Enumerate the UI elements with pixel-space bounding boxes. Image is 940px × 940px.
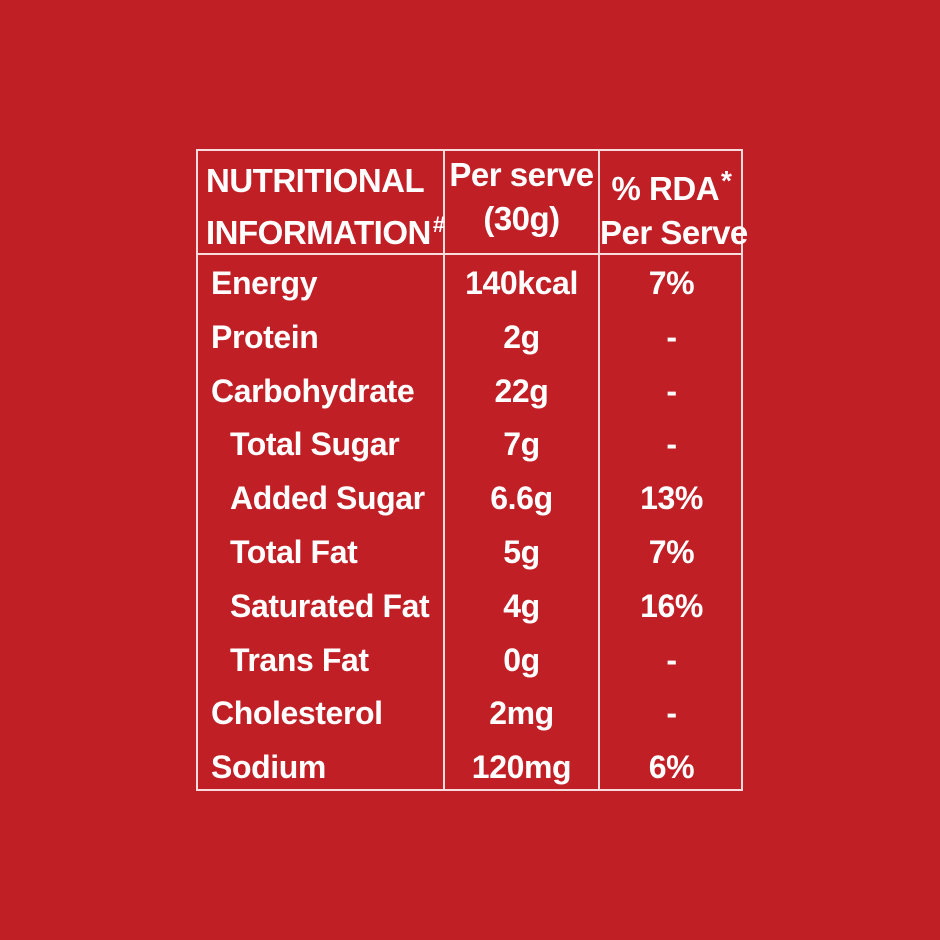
per-serve-value: 7g (503, 426, 540, 463)
per-serve-value: 2g (503, 318, 540, 355)
rda-value: 7% (648, 533, 695, 570)
nutrient-name: Sodium (211, 749, 326, 786)
nutrient-name: Total Fat (230, 533, 358, 570)
table-row: Cholesterol 2mg - (198, 687, 741, 741)
header-per-serve: Per serve (30g) (445, 151, 598, 255)
nutrient-name: Energy (211, 265, 318, 301)
per-serve-value: 22g (494, 372, 549, 409)
per-serve-value: 5g (503, 533, 540, 570)
table-row: Carbohydrate 22g - (198, 365, 741, 419)
rda-value: 13% (640, 480, 703, 517)
header-col2-line2: (30g) (483, 200, 560, 237)
nutrition-table: NUTRITIONAL INFORMATION# Per serve (30g)… (196, 149, 748, 791)
rda-value: 6% (648, 749, 695, 786)
nutrient-name: Protein (211, 318, 319, 355)
header-col1-line1: NUTRITIONAL (206, 162, 425, 199)
rda-value: - (666, 372, 677, 409)
column-divider (443, 151, 445, 789)
rda-value: - (666, 318, 677, 355)
table-row: Sodium 120mg 6% (198, 741, 741, 795)
column-divider (598, 151, 600, 789)
hash-mark: # (432, 212, 445, 237)
nutrient-name: Trans Fat (230, 641, 369, 678)
header-col3-line2: Per Serve (600, 214, 748, 251)
rda-value: - (666, 695, 677, 732)
nutrient-name: Carbohydrate (211, 372, 415, 409)
table-row: Added Sugar 6.6g 13% (198, 472, 741, 526)
per-serve-value: 120mg (471, 749, 572, 786)
header-nutritional-information: NUTRITIONAL INFORMATION# (206, 151, 445, 261)
rda-value: - (666, 426, 677, 463)
rda-value: 7% (648, 265, 695, 301)
rda-value: 16% (640, 587, 703, 624)
asterisk-mark: * (721, 165, 732, 196)
nutrient-name: Added Sugar (230, 480, 425, 517)
table-row: Total Fat 5g 7% (198, 526, 741, 580)
header-rda: % RDA* Per Serve (600, 151, 748, 261)
header-divider (198, 253, 741, 255)
per-serve-value: 4g (503, 587, 540, 624)
per-serve-value: 0g (503, 641, 540, 678)
header-col3-line1-wrap: % RDA* (600, 159, 743, 211)
rda-value: - (666, 641, 677, 678)
header-col2-line1: Per serve (449, 156, 594, 193)
header-col1-line2-wrap: INFORMATION# (206, 203, 445, 255)
table-row: Energy 140kcal 7% (198, 257, 741, 311)
table-row: Saturated Fat 4g 16% (198, 580, 741, 634)
header-col1-line2: INFORMATION (206, 214, 431, 251)
nutrient-name: Cholesterol (211, 695, 383, 732)
table-row: Protein 2g - (198, 311, 741, 365)
table-row: Total Sugar 7g - (198, 418, 741, 472)
per-serve-value: 2mg (489, 695, 554, 732)
nutrient-name: Total Sugar (230, 426, 400, 463)
per-serve-value: 6.6g (490, 480, 553, 517)
table-row: Trans Fat 0g - (198, 634, 741, 688)
nutrient-name: Saturated Fat (230, 587, 430, 624)
per-serve-value: 140kcal (465, 265, 578, 301)
header-col3-line1: % RDA (611, 170, 720, 207)
table-body: Energy 140kcal 7% Protein 2g - Carbohydr… (198, 255, 741, 795)
